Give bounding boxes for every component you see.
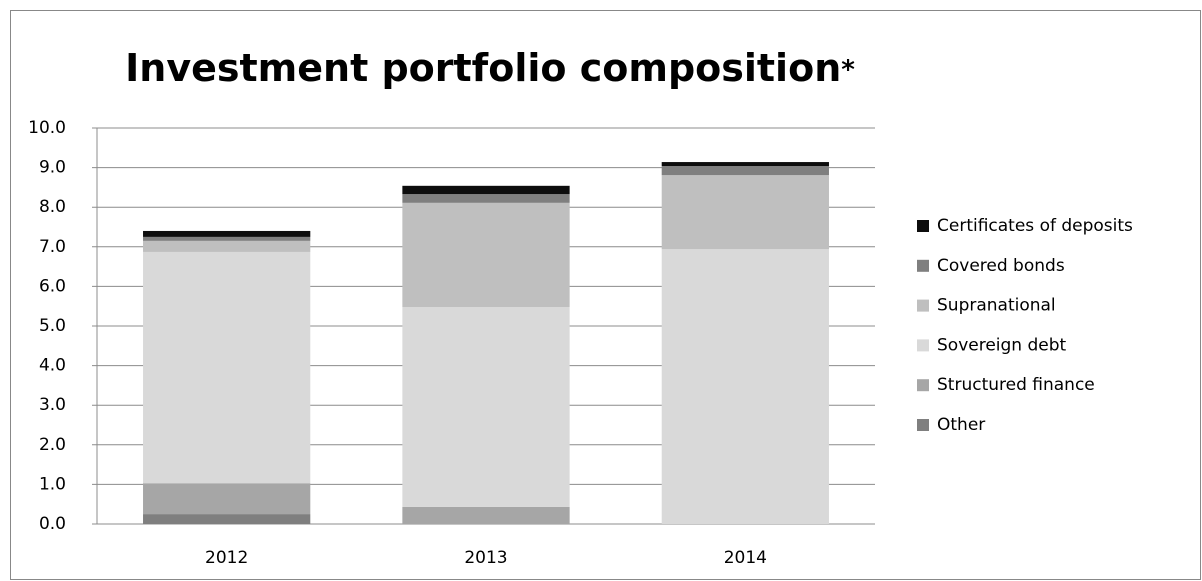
bar-segment: [143, 240, 311, 252]
y-tick-label: 2.0: [39, 435, 66, 455]
legend-swatch: [917, 299, 929, 312]
y-tick-label: 3.0: [39, 395, 66, 415]
chart-title: Investment portfolio composition*: [125, 46, 855, 90]
legend-label: Sovereign debt: [937, 335, 1067, 355]
y-tick-label: 8.0: [39, 197, 66, 217]
legend-swatch: [917, 339, 929, 352]
y-tick-label: 4.0: [39, 356, 66, 376]
legend-label: Covered bonds: [937, 256, 1065, 276]
bar-segment: [402, 306, 570, 507]
bar-segment: [661, 175, 829, 250]
bar-segment: [402, 185, 570, 195]
title-note: *: [841, 55, 855, 85]
bar-segment: [402, 202, 570, 307]
legend-label: Structured finance: [937, 375, 1095, 395]
y-tick-label: 7.0: [39, 237, 66, 257]
legend-label: Other: [937, 415, 985, 435]
legend-label: Supranational: [937, 296, 1056, 316]
y-tick-label: 5.0: [39, 316, 66, 336]
title-text: Investment portfolio composition: [125, 46, 841, 90]
y-tick-label: 0.0: [39, 514, 66, 534]
y-tick-label: 6.0: [39, 276, 66, 296]
bar-segment: [143, 236, 311, 241]
bar-segment: [143, 230, 311, 237]
x-tick-label: 2013: [464, 548, 507, 568]
x-tick-label: 2014: [724, 548, 767, 568]
y-tick-label: 1.0: [39, 474, 66, 494]
bar-segment: [143, 251, 311, 484]
bar-segment: [661, 166, 829, 176]
y-tick-label: 10.0: [28, 118, 66, 138]
legend-swatch: [917, 379, 929, 392]
legend-swatch: [917, 419, 929, 431]
bar-segment: [661, 162, 829, 167]
bar-segment: [402, 194, 570, 203]
bar-segment: [661, 249, 829, 524]
x-tick-label: 2012: [205, 548, 248, 568]
legend-label: Certificates of deposits: [937, 216, 1133, 236]
bar-segment: [143, 514, 311, 524]
bar-segment: [143, 483, 311, 515]
legend-swatch: [917, 220, 929, 232]
bar-segment: [402, 506, 570, 524]
y-tick-label: 9.0: [39, 158, 66, 178]
legend-swatch: [917, 259, 929, 272]
